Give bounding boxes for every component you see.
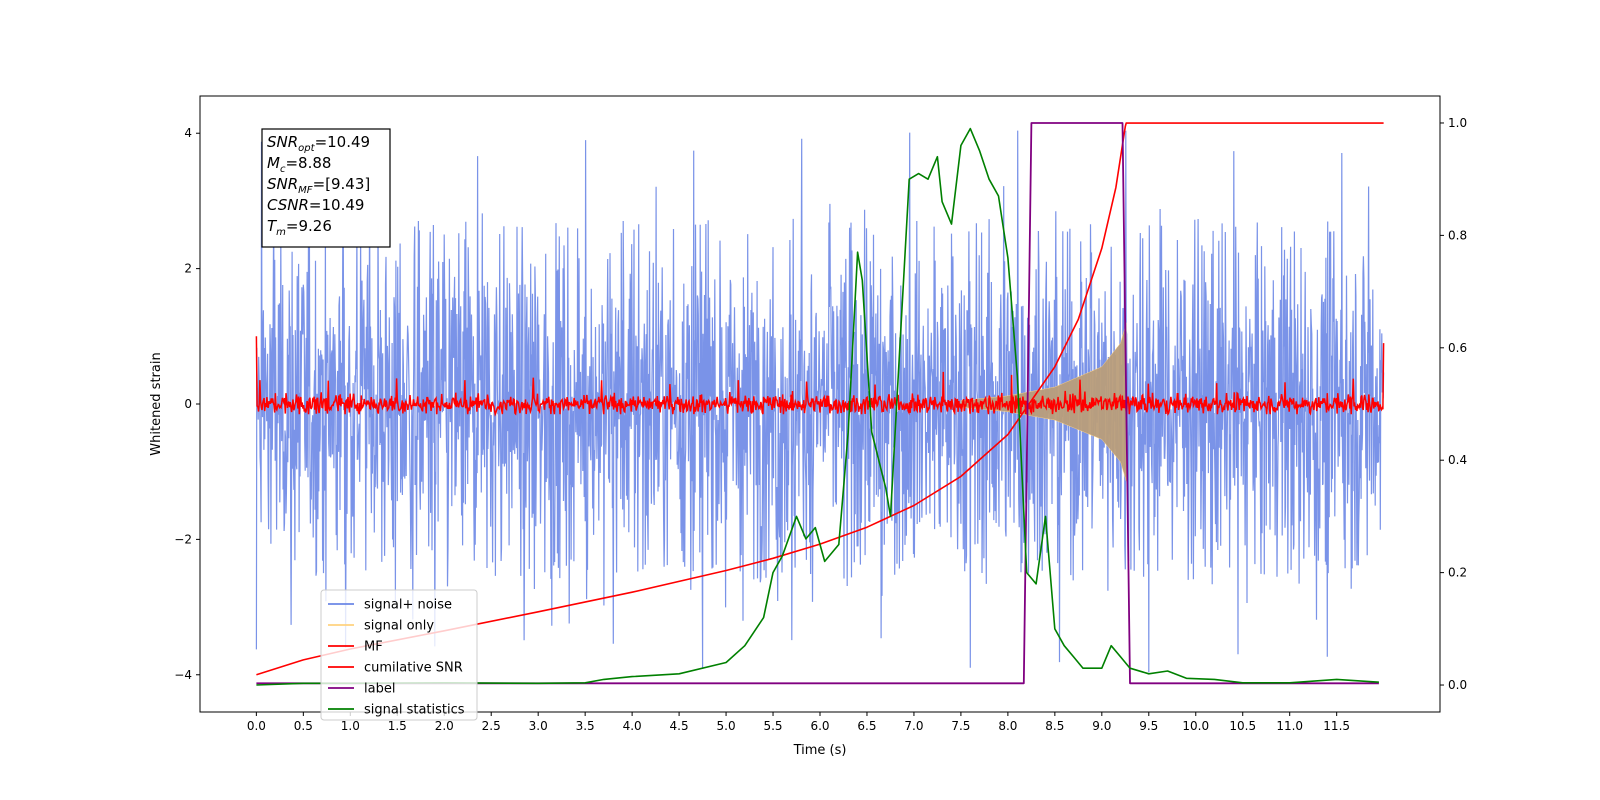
x-tick-label: 11.5 [1323, 719, 1350, 733]
x-tick-label: 8.0 [998, 719, 1017, 733]
signal-plus-noise-line [255, 130, 1385, 673]
x-tick-label: 1.5 [388, 719, 407, 733]
x-tick-label: 4.0 [623, 719, 642, 733]
x-axis-ticks: 0.0 0.5 1.0 1.5 2.0 2.5 3.0 3.5 4.0 4.5 5.0 5.5 6.0 6… [247, 712, 1350, 733]
y2-tick-label: 0.6 [1448, 341, 1467, 355]
y-tick-label: 0 [184, 397, 192, 411]
x-tick-label: 0.5 [294, 719, 313, 733]
plot-series-layer [255, 122, 1385, 686]
x-tick-label: 3.0 [529, 719, 548, 733]
annotation-line: Tm=9.26 [267, 217, 332, 238]
x-tick-label: 8.5 [1045, 719, 1064, 733]
label-line [256, 122, 1379, 685]
annotation-box: SNRopt=10.49Mc=8.88SNRMF=[9.43]CSNR=10.4… [261, 128, 391, 248]
annotation-line: SNRMF=[9.43] [267, 175, 370, 196]
x-tick-label: 10.0 [1182, 719, 1209, 733]
legend-label: MF [364, 640, 383, 655]
x-tick-label: 9.0 [1092, 719, 1111, 733]
y-tick-label: 2 [184, 262, 192, 276]
x-tick-label: 10.5 [1229, 719, 1256, 733]
x-tick-label: 4.5 [670, 719, 689, 733]
x-tick-label: 7.0 [904, 719, 923, 733]
legend-label: label [364, 682, 395, 697]
y2-tick-label: 0.4 [1448, 453, 1467, 467]
legend-label: signal only [364, 619, 434, 634]
annotation-line: Mc=8.88 [267, 154, 331, 175]
legend-label: signal statistics [364, 703, 465, 718]
legend-label: signal+ noise [364, 598, 452, 613]
x-tick-label: 6.5 [857, 719, 876, 733]
x-tick-label: 5.0 [717, 719, 736, 733]
annotation-line: CSNR=10.49 [267, 196, 364, 214]
y2-tick-label: 0.8 [1448, 228, 1467, 242]
x-tick-label: 11.0 [1276, 719, 1303, 733]
mf-line [255, 336, 1385, 417]
y2-tick-label: 1.0 [1448, 116, 1467, 130]
y-axis-ticks: 4 2 0 −2 −4 [174, 126, 200, 682]
x-tick-label: 9.5 [1139, 719, 1158, 733]
x-tick-label: 0.0 [247, 719, 266, 733]
signal-statistics-line [256, 127, 1379, 686]
y-tick-label: 4 [184, 126, 192, 140]
x-tick-label: 7.5 [951, 719, 970, 733]
x-tick-label: 1.0 [341, 719, 360, 733]
y-axis-label: Whitened strain [149, 352, 164, 455]
x-tick-label: 6.0 [810, 719, 829, 733]
y-tick-label: −4 [174, 668, 192, 682]
x-tick-label: 2.5 [482, 719, 501, 733]
x-tick-label: 2.0 [435, 719, 454, 733]
y2-tick-label: 0.2 [1448, 566, 1467, 580]
legend-label: cumilative SNR [364, 661, 463, 676]
x-axis-label: Time (s) [793, 743, 847, 758]
y2-tick-label: 0.0 [1448, 678, 1467, 692]
y-tick-label: −2 [174, 532, 192, 546]
legend: signal+ noise signal only MF cumilative SNR… [320, 589, 478, 721]
secondary-y-axis-ticks: 1.0 0.8 0.6 0.4 0.2 0.0 [1440, 116, 1467, 692]
x-tick-label: 5.5 [763, 719, 782, 733]
annotation-line: SNRopt=10.49 [267, 133, 370, 154]
x-tick-label: 3.5 [576, 719, 595, 733]
